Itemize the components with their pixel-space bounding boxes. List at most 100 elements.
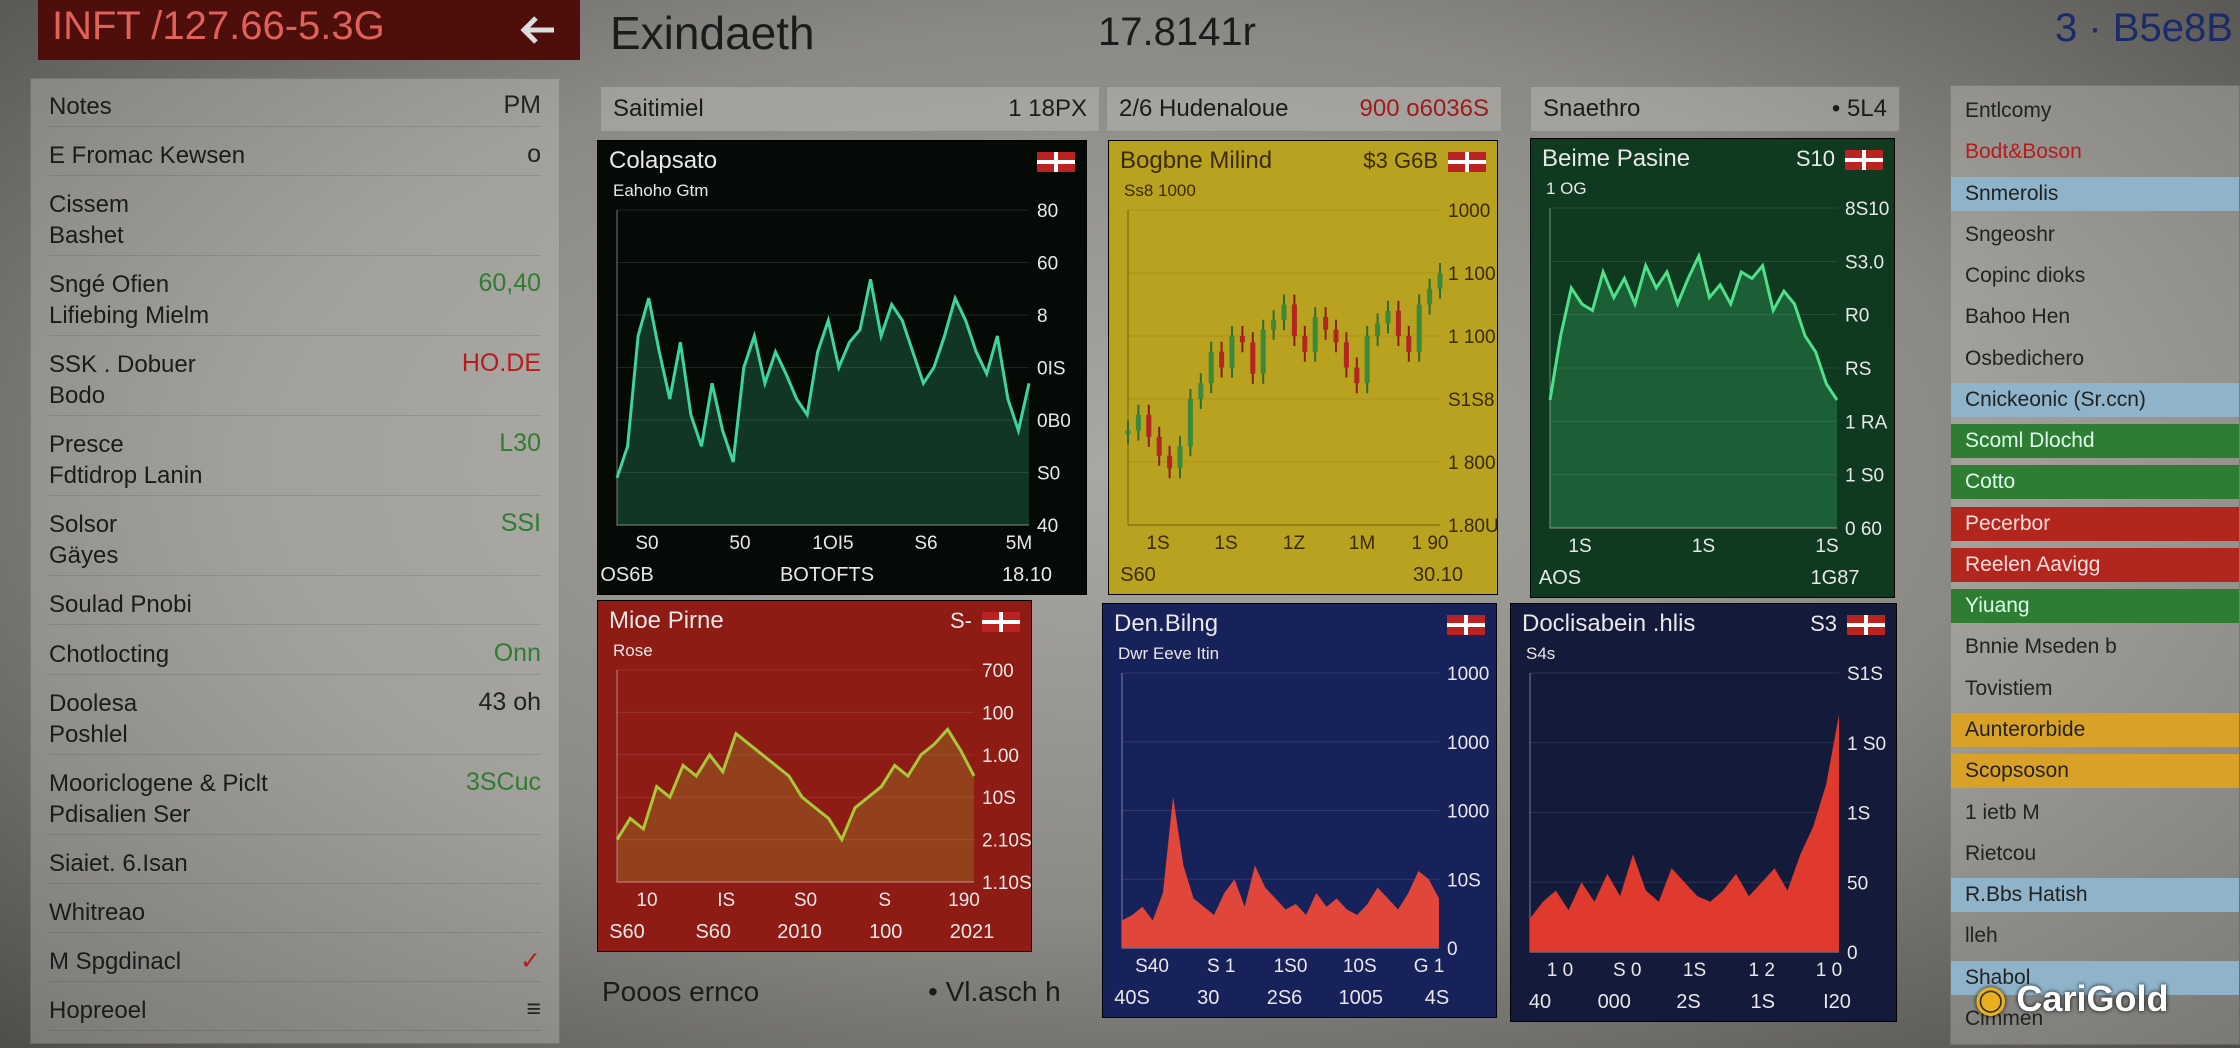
menu-item[interactable]: Shabol (1951, 960, 2239, 995)
list-item[interactable]: Sngé Ofien Lifiebing Mielm 60,40 (49, 269, 541, 337)
x-axis-label: 50 (729, 533, 750, 554)
item-label: Doolesa (49, 689, 138, 717)
list-item[interactable]: E Fromac Kewsen o (49, 140, 541, 177)
list-item[interactable]: Chotlocting Onn (49, 639, 541, 675)
item-labels: Whitreao (49, 897, 145, 928)
menu-item[interactable]: lleh (1965, 924, 1998, 948)
x-axis-label: S 1 (1207, 956, 1236, 977)
chart-background (597, 140, 1087, 595)
list-item[interactable]: Cissem Bashet (49, 189, 541, 257)
chart-subtitle: S4s (1526, 644, 1555, 663)
y-axis-label: 1S (1847, 804, 1870, 825)
item-label: SSK . Dobuer (49, 351, 196, 379)
list-item[interactable]: Presce Fdtidrop Lanin L30 (49, 429, 541, 497)
menu-item[interactable]: Rietcou (1965, 841, 2037, 865)
candle (1239, 336, 1245, 343)
y-axis-label: 1.00 (982, 746, 1019, 767)
menu-item[interactable]: Snmerolis (1951, 176, 2239, 211)
candle (1354, 367, 1360, 384)
chart-title: Doclisabein .hlis (1522, 610, 1695, 637)
column-header-value: 1 18PX (1008, 95, 1087, 122)
menu-item[interactable]: Bahoo Hen (1965, 305, 2071, 329)
list-item[interactable]: Soulad Pnobi (49, 589, 541, 626)
candle (1312, 317, 1318, 352)
menu-item[interactable]: Osbedichero (1965, 346, 2085, 370)
candle (1406, 336, 1412, 352)
menu-item[interactable]: Scopsoson (1951, 754, 2239, 789)
candle (1125, 430, 1131, 435)
x-axis-label: IS (717, 890, 735, 911)
chart-footer: 4S (1425, 987, 1449, 1009)
item-label: Gäyes (49, 542, 119, 570)
menu-item[interactable]: Scoml Dlochd (1951, 424, 2239, 459)
axes (1549, 208, 1837, 529)
candle (1364, 336, 1370, 384)
candle (1343, 342, 1349, 368)
chart-footer: 40 (1529, 991, 1551, 1013)
item-labels: Chotlocting (49, 639, 169, 670)
menu-item[interactable]: Bnnie Mseden b (1965, 635, 2117, 659)
list-item[interactable]: Solsor Gäyes SSI (49, 509, 541, 577)
chart-footer: 18.10 (1002, 564, 1052, 586)
candle (1208, 351, 1214, 384)
menu-item[interactable]: Reelen Aavigg (1951, 547, 2239, 582)
column-header-value: • 5L4 (1831, 95, 1887, 122)
list-item[interactable]: Doolesa Poshlel 43 oh (49, 688, 541, 755)
y-axis-label: 80 (1037, 201, 1058, 222)
list-item[interactable]: Mooriclogene & Piclt Pdisalien Ser 3SCuc (49, 768, 541, 835)
candle (1198, 383, 1204, 399)
x-axis-label: 1S (1214, 533, 1237, 554)
list-item[interactable]: Whitreao (49, 897, 541, 933)
item-label: Solsor (49, 511, 118, 539)
menu-item[interactable]: Cnickeonic (Sr.ccn) (1951, 382, 2239, 417)
x-axis-label: 1 2 (1749, 960, 1775, 981)
list-item[interactable]: SSK . Dobuer Bodo HO.DE (49, 349, 541, 417)
menu-item[interactable]: Aunterorbide (1951, 712, 2239, 747)
list-item[interactable]: Notes PM (49, 91, 541, 127)
y-axis-label: S0 (1037, 464, 1060, 485)
back-arrow[interactable] (518, 12, 558, 48)
menu-item[interactable]: Pecerbor (1951, 506, 2239, 541)
flag-icon (1037, 152, 1075, 172)
item-label: Siaiet. 6.Isan (49, 849, 188, 877)
menu-item[interactable]: Cotto (1951, 465, 2239, 500)
x-axis-label: G 1 (1414, 956, 1445, 977)
menu-item[interactable]: Copinc dioks (1965, 264, 2086, 288)
candle (1219, 351, 1225, 368)
item-label: M Spgdinacl (49, 947, 182, 975)
menu-item[interactable]: Cimmen (1965, 1006, 2044, 1030)
watermark-icon: ◉ (1975, 978, 2017, 1019)
item-labels: Sngé Ofien Lifiebing Mielm (49, 269, 209, 331)
chart-background (1102, 603, 1497, 1018)
menu-item[interactable]: Entlcomy (1965, 99, 2052, 122)
chart-title: Mioe Pirne (609, 607, 724, 634)
menu-item[interactable]: 1 ietb M (1965, 800, 2040, 824)
chart-badge: S- (950, 608, 972, 633)
axes (616, 670, 974, 883)
candle (1229, 336, 1235, 368)
axes (1127, 210, 1440, 526)
flag-cross (1037, 152, 1075, 172)
candle (1281, 304, 1287, 321)
x-axis-label: 1OI5 (812, 533, 853, 554)
chart-footer: 100 (869, 921, 902, 943)
item-value: L30 (499, 429, 541, 458)
menu-item[interactable]: R.Bbs Hatish (1951, 878, 2239, 913)
list-item[interactable]: M Spgdinacl ✓ (49, 946, 541, 982)
chart-background (597, 600, 1032, 952)
menu-item[interactable]: Yiuang (1951, 589, 2239, 624)
list-item[interactable]: Hopreoel ≡ (49, 995, 541, 1031)
chart-footer: I20 (1823, 991, 1851, 1013)
chart-footer: BOTOFTS (780, 564, 874, 586)
chart-title: Den.Bilng (1114, 610, 1218, 637)
column-header-value: 900 o6036S (1359, 95, 1489, 122)
x-axis-label: 5M (1006, 533, 1032, 554)
chart-footer: AOS (1539, 567, 1581, 589)
menu-item[interactable]: Bodt&Boson (1965, 140, 2082, 164)
column-header: 2/6 Hudenaloue 900 o6036S (1106, 86, 1502, 132)
menu-item[interactable]: Tovistiem (1965, 676, 2053, 700)
menu-item[interactable]: Sngeoshr (1965, 222, 2055, 246)
y-axis-label: 1 RA (1845, 412, 1888, 433)
list-item[interactable]: Siaiet. 6.Isan (49, 848, 541, 884)
